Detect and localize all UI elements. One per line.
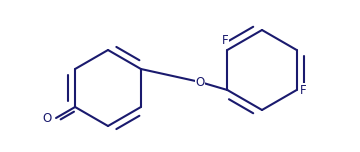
- Text: O: O: [43, 112, 52, 124]
- Text: O: O: [195, 76, 204, 88]
- Text: F: F: [222, 34, 229, 47]
- Text: F: F: [300, 83, 306, 97]
